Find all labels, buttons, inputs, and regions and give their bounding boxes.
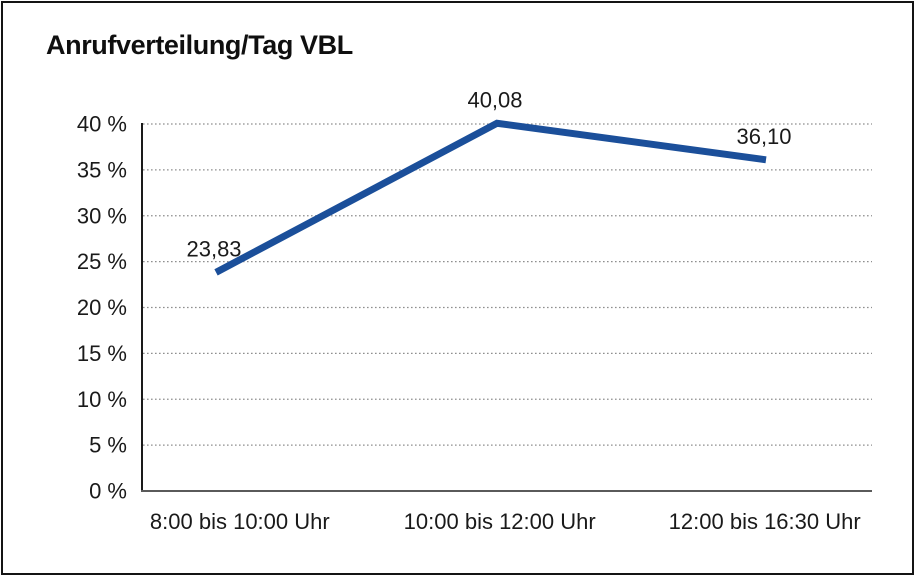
y-tick-label: 25 % (77, 249, 127, 274)
x-tick-label: 10:00 bis 12:00 Uhr (404, 509, 596, 534)
data-line (214, 119, 767, 276)
y-tick-label: 15 % (77, 341, 127, 366)
y-tick-label: 40 % (77, 112, 127, 137)
x-tick-label: 12:00 bis 16:30 Uhr (669, 509, 861, 534)
y-tick-label: 35 % (77, 157, 127, 182)
y-tick-label: 5 % (89, 433, 127, 458)
data-label: 23,83 (186, 236, 241, 261)
y-tick-label: 20 % (77, 295, 127, 320)
y-tick-label: 10 % (77, 387, 127, 412)
x-tick-label: 8:00 bis 10:00 Uhr (150, 509, 330, 534)
data-label: 40,08 (467, 87, 522, 112)
y-tick-label: 30 % (77, 203, 127, 228)
data-label: 36,10 (736, 124, 791, 149)
chart-title: Anrufverteilung/Tag VBL (46, 30, 353, 60)
y-tick-label: 0 % (89, 479, 127, 504)
